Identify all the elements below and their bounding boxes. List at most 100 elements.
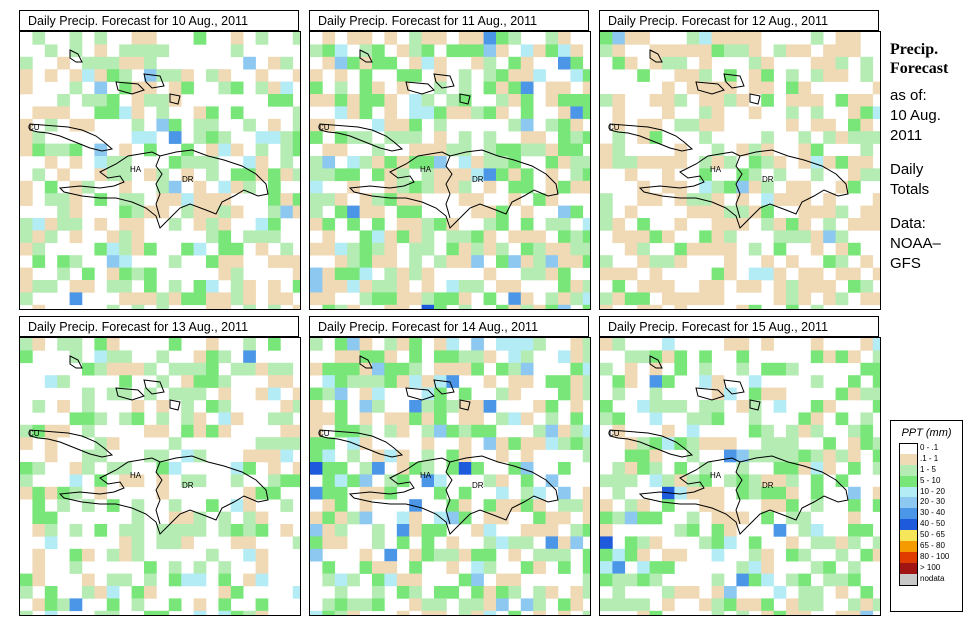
- precip-cell: [156, 400, 170, 413]
- precip-cell: [624, 230, 638, 244]
- precip-cell: [82, 69, 95, 82]
- precip-cell: [496, 338, 509, 351]
- precip-cell: [334, 511, 348, 525]
- precip-cell: [193, 242, 207, 256]
- precip-cell: [520, 437, 534, 450]
- precip-cell: [860, 362, 874, 376]
- legend-label: 80 - 100: [920, 551, 950, 561]
- cuba-coastline: [609, 123, 694, 152]
- precip-cell: [458, 437, 472, 450]
- precip-cell: [280, 424, 294, 438]
- precip-cell: [106, 255, 120, 268]
- precip-cell: [823, 69, 836, 82]
- precip-cell: [761, 362, 774, 376]
- precip-cell: [268, 56, 281, 70]
- precip-cell: [106, 156, 120, 169]
- precip-cell: [686, 44, 700, 58]
- precip-cell: [570, 131, 584, 144]
- precip-cell: [106, 56, 120, 70]
- precip-cell: [434, 106, 447, 120]
- precip-cell: [570, 69, 584, 82]
- precip-cell: [533, 255, 546, 268]
- precip-cell: [322, 387, 336, 401]
- precip-cell: [458, 131, 472, 144]
- precip-cell: [637, 218, 650, 231]
- precip-cell: [322, 143, 336, 157]
- precip-cell: [860, 586, 874, 599]
- forecast-panel-aug-14: Daily Precip. Forecast for 14 Aug., 2011…: [309, 316, 591, 616]
- precip-cell: [243, 548, 256, 562]
- precip-cell: [32, 280, 46, 293]
- precip-cell: [736, 338, 750, 351]
- legend-swatch: [899, 551, 918, 563]
- legend-swatch: [899, 453, 918, 465]
- precip-cell: [347, 598, 360, 612]
- precip-cell: [496, 362, 509, 376]
- map-label-cuba: CU: [318, 123, 330, 132]
- precip-cell: [508, 156, 522, 169]
- precip-cell: [230, 180, 244, 194]
- precip-cell: [119, 255, 132, 268]
- precip-cell: [848, 462, 861, 475]
- precip-cell: [558, 230, 571, 244]
- precip-cell: [533, 610, 546, 615]
- precip-cell: [106, 69, 120, 82]
- precip-cell: [359, 255, 373, 268]
- precip-cell: [545, 524, 559, 537]
- precip-cell: [230, 280, 244, 293]
- precip-cell: [131, 499, 145, 512]
- precip-cell: [255, 218, 269, 231]
- precip-cell: [446, 548, 460, 562]
- precip-cell: [624, 536, 638, 550]
- precip-cell: [434, 338, 447, 351]
- precip-cell: [558, 610, 571, 615]
- precip-cell: [686, 292, 700, 306]
- precip-cell: [292, 586, 300, 599]
- precip-cell: [674, 474, 688, 488]
- precip-cell: [292, 387, 300, 401]
- precip-cell: [20, 267, 33, 281]
- precip-cell: [32, 338, 46, 351]
- precip-cell: [131, 267, 145, 281]
- precip-cell: [520, 524, 534, 537]
- precip-cell: [446, 106, 460, 120]
- hispaniola-coastline: [58, 455, 269, 535]
- precip-cell: [662, 586, 675, 599]
- precip-cell: [724, 218, 737, 231]
- precip-cell: [347, 424, 360, 438]
- precip-cell: [168, 156, 182, 169]
- precip-cell: [835, 536, 849, 550]
- precip-cell: [106, 230, 120, 244]
- precip-cell: [168, 524, 182, 537]
- precip-cell: [94, 486, 108, 500]
- precip-cell: [545, 118, 559, 132]
- precip-cell: [409, 118, 422, 132]
- precip-cell: [322, 474, 336, 488]
- precip-cell: [872, 168, 880, 182]
- precip-cell: [69, 218, 83, 231]
- precip-cell: [322, 292, 336, 306]
- precip-cell: [255, 486, 269, 500]
- precip-cell: [434, 586, 447, 599]
- precip-cell: [347, 168, 360, 182]
- precip-cell: [131, 362, 145, 376]
- precip-cell: [206, 205, 219, 219]
- precip-cell: [181, 511, 194, 525]
- map-label-haiti: HA: [420, 165, 432, 174]
- precip-cell: [508, 362, 522, 376]
- precip-cell: [94, 106, 108, 120]
- precip-cell: [674, 94, 688, 107]
- precip-cell: [662, 230, 675, 244]
- haiti-dr-border: [735, 155, 743, 219]
- precip-cell: [872, 131, 880, 144]
- precip-cell: [206, 156, 219, 169]
- precip-cell: [384, 32, 398, 45]
- precip-cell: [131, 474, 145, 488]
- precip-cell: [32, 598, 46, 612]
- precip-cell: [786, 536, 799, 550]
- precip-cell: [230, 242, 244, 256]
- precip-cell: [786, 362, 799, 376]
- precip-cell: [384, 156, 398, 169]
- precip-cell: [292, 143, 300, 157]
- precip-cell: [662, 94, 675, 107]
